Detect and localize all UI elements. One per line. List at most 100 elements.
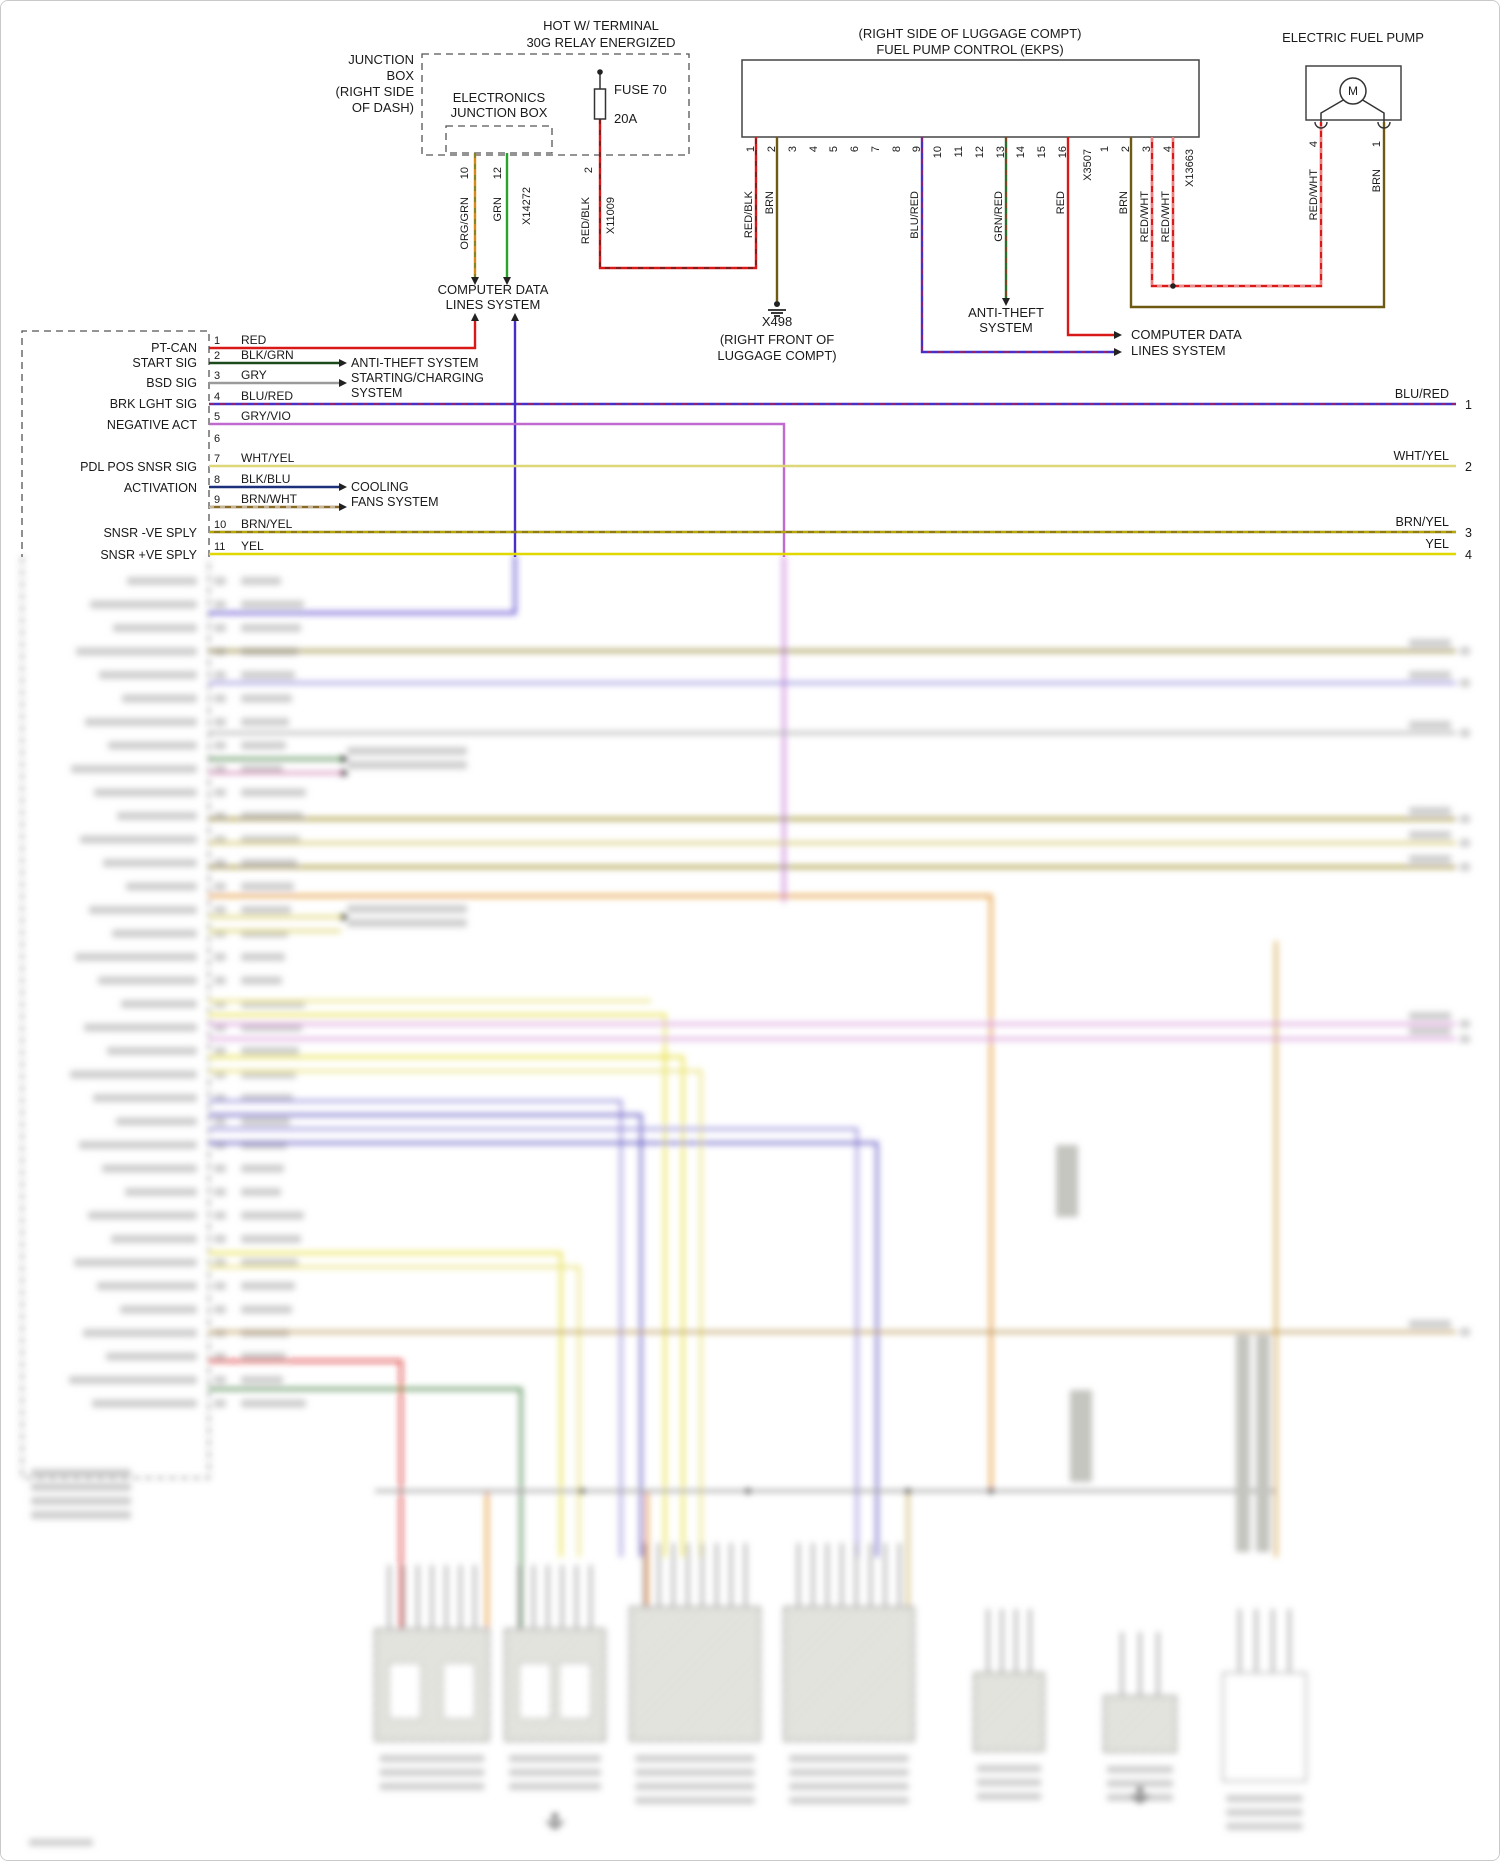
blurred-row-color [241, 1188, 281, 1196]
blurred-row-label [94, 788, 197, 797]
x3507-pin-9: 9 [911, 146, 923, 152]
blur-block-caption [509, 1769, 601, 1776]
blurred-row-color [241, 1164, 284, 1173]
row-label-brk-lght-sig: BRK LGHT SIG [110, 397, 197, 411]
fuel-pump-title: ELECTRIC FUEL PUMP [1282, 30, 1424, 45]
blur-arrowhead [341, 913, 349, 921]
blurred-row-color [241, 718, 289, 726]
x3507-pin-14: 14 [1015, 146, 1027, 158]
blurred-row-label [75, 953, 197, 961]
blurred-row-pin [214, 976, 226, 985]
blur-edge-num [1460, 839, 1470, 847]
blur-junction-dot [745, 1488, 751, 1494]
x13663-pin-3: 3 [1141, 146, 1153, 152]
blurred-row-pin [214, 577, 226, 585]
blur-block-caption [635, 1755, 755, 1762]
ground-dot [1137, 1787, 1143, 1793]
hot-note-line2: 30G RELAY ENERGIZED [526, 35, 675, 50]
vlabel-grn: GRN [492, 197, 504, 222]
blurred-row-label [126, 882, 197, 891]
sharp-upper-section: HOT W/ TERMINAL 30G RELAY ENERGIZED JUNCTI… [21, 18, 1472, 562]
blur-wire-21 [209, 1127, 859, 1557]
blur-edge-label [1409, 671, 1451, 679]
pump-pin-4: 4 [1308, 141, 1320, 147]
blurred-row-pin [214, 765, 226, 773]
connector-x11009: X11009 [605, 197, 617, 234]
blurred-row-color [241, 859, 297, 867]
blur-block-inner [518, 1662, 552, 1720]
wire-blu-red-data-stripe [921, 137, 1114, 353]
x3507-pin-8: 8 [891, 146, 903, 152]
blur-left-caption [31, 1511, 131, 1519]
row-label-bsd-sig: BSD SIG [146, 376, 197, 390]
blurred-row-color [241, 694, 292, 703]
wire-gry-vio-neg [209, 422, 786, 557]
blur-block-caption [509, 1783, 601, 1790]
blur-wire-10 [209, 894, 993, 1491]
blur-connector-block [973, 1672, 1045, 1752]
x3507-pin-7: 7 [870, 146, 882, 152]
arrowhead-6 [339, 483, 347, 491]
blurred-row-label [116, 1117, 197, 1126]
blurred-row-label [107, 1047, 197, 1055]
blurred-row-label [85, 718, 197, 726]
blur-block-inner [442, 1662, 476, 1720]
ekps-title: FUEL PUMP CONTROL (EKPS) [876, 42, 1063, 57]
blurred-row-color [241, 1117, 290, 1126]
blurred-row-color [241, 1070, 296, 1079]
blur-connector-block [1222, 1672, 1307, 1782]
wire-pump-lead-right [1360, 98, 1385, 122]
motor-label: M [1348, 84, 1358, 98]
blurred-row-color [241, 1282, 295, 1290]
edge-label-yel: YEL [1425, 537, 1449, 551]
vlabel-brn-pin2: BRN [764, 191, 776, 214]
module-pin-8: 8 [214, 474, 220, 486]
electronics-junction-box-2: JUNCTION BOX [451, 105, 548, 120]
edge-label-blu-red: BLU/RED [1395, 387, 1449, 401]
ekps-location: (RIGHT SIDE OF LUGGAGE COMPT) [859, 26, 1082, 41]
blur-edge-num [1460, 679, 1470, 687]
blur-block-caption [379, 1755, 485, 1762]
blurred-row-label [88, 1211, 197, 1220]
wire-pump-lead-left [1320, 98, 1346, 122]
blur-connector-block [783, 1606, 915, 1742]
blur-block-caption [635, 1769, 755, 1776]
row-label-snsr-neg-sply: SNSR -VE SPLY [103, 526, 197, 540]
blur-wire-17 [209, 1055, 685, 1557]
edge-num-2: 2 [1465, 460, 1472, 474]
x3507-pin-2: 2 [766, 146, 778, 152]
blurred-row-pin [214, 1023, 226, 1032]
blur-edge-label [1409, 721, 1451, 729]
blurred-row-pin [214, 1164, 226, 1173]
blurred-row-color [241, 741, 286, 750]
blur-left-caption [31, 1483, 131, 1491]
blur-wire-24 [209, 1265, 581, 1557]
x3507-pin-4: 4 [808, 146, 820, 152]
x3507-pin-15: 15 [1036, 146, 1048, 158]
blurred-row-color [241, 953, 285, 961]
blur-block-caption [379, 1783, 485, 1790]
blur-connector-block [629, 1606, 761, 1742]
blurred-row-pin [214, 1258, 226, 1267]
row-label-activation: ACTIVATION [124, 481, 197, 495]
x3507-pin-1: 1 [745, 146, 757, 152]
module-pin-3: 3 [214, 370, 220, 382]
blurred-row-pin [214, 600, 226, 609]
wire-color-blu-red: BLU/RED [241, 389, 293, 403]
blurred-row-color [241, 624, 301, 632]
blurred-row-pin [214, 1211, 226, 1220]
blurred-row-pin [214, 718, 226, 726]
blur-connector-shape [1070, 1390, 1092, 1482]
blur-edge-num [1460, 1020, 1470, 1028]
blur-wire-14 [209, 1013, 667, 1557]
blurred-row-label [93, 1094, 197, 1102]
junction-box-location-2: BOX [387, 68, 415, 83]
blurred-row-label [90, 600, 197, 609]
fuse-name: FUSE 70 [614, 82, 667, 97]
blurred-row-label [84, 1023, 197, 1032]
blur-wire-20 [209, 1113, 643, 1557]
blurred-row-label [71, 765, 197, 773]
x11009-pin-2: 2 [583, 167, 595, 173]
computer-data-right-2: LINES SYSTEM [1131, 343, 1226, 358]
blur-block-caption [635, 1797, 755, 1804]
